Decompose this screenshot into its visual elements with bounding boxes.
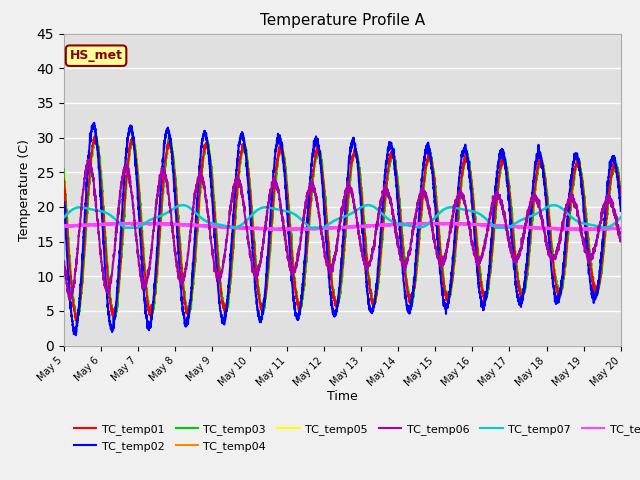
TC_temp06 <box>617 239 625 244</box>
TC_temp04 <box>60 176 68 181</box>
Title: Temperature Profile A: Temperature Profile A <box>260 13 425 28</box>
TC_temp07 <box>216 222 223 228</box>
TC_temp03 <box>180 281 188 287</box>
Line: TC_temp02: TC_temp02 <box>64 123 621 335</box>
TC_temp04 <box>180 287 188 292</box>
Line: TC_temp05: TC_temp05 <box>64 133 621 323</box>
TC_temp05 <box>216 275 223 280</box>
Line: TC_temp07: TC_temp07 <box>64 205 621 228</box>
TC_temp05 <box>617 185 625 191</box>
TC_temp07 <box>564 211 572 217</box>
TC_temp07 <box>617 215 625 220</box>
TC_temp01 <box>617 194 625 200</box>
TC_temp01 <box>60 177 68 182</box>
TC_temp02 <box>60 199 68 204</box>
TC_temp08 <box>580 228 588 233</box>
TC_temp05 <box>180 280 188 286</box>
TC_temp03 <box>564 237 572 243</box>
TC_temp05 <box>564 233 572 239</box>
TC_temp05 <box>110 320 118 326</box>
TC_temp07 <box>407 223 415 229</box>
TC_temp01 <box>180 289 188 295</box>
TC_temp02 <box>72 332 79 338</box>
TC_temp01 <box>407 298 415 304</box>
TC_temp08 <box>617 226 625 231</box>
TC_temp03 <box>92 133 100 139</box>
TC_temp05 <box>93 131 100 136</box>
TC_temp02 <box>617 204 625 210</box>
TC_temp07 <box>617 215 625 220</box>
TC_temp04 <box>564 228 572 234</box>
TC_temp07 <box>60 215 68 220</box>
Text: HS_met: HS_met <box>70 49 123 62</box>
Line: TC_temp06: TC_temp06 <box>64 160 621 300</box>
TC_temp03 <box>617 185 625 191</box>
TC_temp03 <box>617 186 625 192</box>
TC_temp07 <box>122 225 129 230</box>
TC_temp05 <box>60 167 68 173</box>
TC_temp02 <box>90 120 98 126</box>
TC_temp01 <box>617 191 625 197</box>
TC_temp04 <box>92 132 100 138</box>
TC_temp06 <box>84 157 92 163</box>
TC_temp04 <box>397 216 404 222</box>
TC_temp02 <box>180 310 188 315</box>
TC_temp08 <box>397 222 404 228</box>
TC_temp02 <box>397 242 404 248</box>
TC_temp03 <box>407 294 415 300</box>
TC_temp06 <box>617 236 625 241</box>
TC_temp04 <box>216 278 223 284</box>
TC_temp01 <box>216 277 223 283</box>
TC_temp06 <box>407 240 415 246</box>
TC_temp03 <box>397 214 404 219</box>
TC_temp01 <box>564 222 572 228</box>
TC_temp08 <box>179 222 187 228</box>
TC_temp02 <box>564 204 572 209</box>
Line: TC_temp08: TC_temp08 <box>64 222 621 230</box>
TC_temp08 <box>60 223 68 229</box>
TC_temp06 <box>397 255 404 261</box>
TC_temp06 <box>564 199 572 205</box>
TC_temp04 <box>617 190 625 195</box>
TC_temp03 <box>74 320 81 326</box>
TC_temp02 <box>617 208 625 214</box>
TC_temp05 <box>407 299 415 304</box>
TC_temp05 <box>397 211 404 217</box>
TC_temp01 <box>397 224 404 230</box>
Legend: TC_temp01, TC_temp02, TC_temp03, TC_temp04, TC_temp05, TC_temp06, TC_temp07, TC_: TC_temp01, TC_temp02, TC_temp03, TC_temp… <box>70 420 640 456</box>
TC_temp06 <box>216 276 223 282</box>
TC_temp07 <box>397 221 404 227</box>
X-axis label: Time: Time <box>327 390 358 404</box>
TC_temp07 <box>364 202 372 208</box>
TC_temp03 <box>216 270 223 276</box>
TC_temp04 <box>73 319 81 325</box>
TC_temp04 <box>407 298 415 303</box>
TC_temp05 <box>617 185 625 191</box>
TC_temp07 <box>180 202 188 208</box>
TC_temp01 <box>72 318 79 324</box>
TC_temp04 <box>617 192 625 197</box>
TC_temp06 <box>180 277 188 283</box>
Line: TC_temp01: TC_temp01 <box>64 135 621 321</box>
TC_temp08 <box>425 219 433 225</box>
TC_temp02 <box>216 302 223 308</box>
TC_temp02 <box>407 307 415 312</box>
Line: TC_temp03: TC_temp03 <box>64 136 621 323</box>
TC_temp03 <box>60 166 68 172</box>
TC_temp08 <box>564 226 572 231</box>
Line: TC_temp04: TC_temp04 <box>64 135 621 322</box>
TC_temp01 <box>92 132 99 138</box>
TC_temp08 <box>216 223 223 229</box>
TC_temp06 <box>60 259 68 264</box>
TC_temp06 <box>66 297 74 303</box>
Y-axis label: Temperature (C): Temperature (C) <box>18 139 31 240</box>
TC_temp08 <box>406 221 414 227</box>
TC_temp08 <box>617 226 625 232</box>
